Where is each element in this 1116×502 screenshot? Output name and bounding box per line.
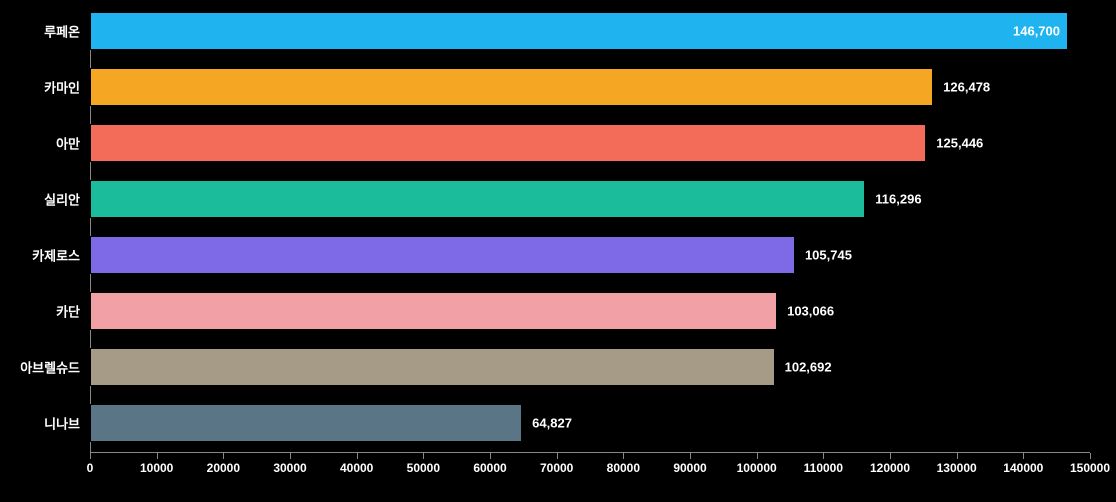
bar-value: 126,478 <box>943 80 990 95</box>
x-tick <box>1023 453 1024 459</box>
bar-row: 실리안116,296 <box>90 180 1090 218</box>
bar-value: 64,827 <box>532 416 572 431</box>
bar-row: 니나브64,827 <box>90 404 1090 442</box>
x-tick <box>1090 453 1091 459</box>
bar-value: 102,692 <box>785 360 832 375</box>
bar <box>90 348 775 386</box>
x-tick <box>423 453 424 459</box>
bar-chart: 루페온146,700카마인126,478아만125,446실리안116,296카… <box>0 0 1116 502</box>
category-label: 아브렐슈드 <box>20 358 80 377</box>
x-tick-label: 120000 <box>870 461 910 475</box>
category-label: 루페온 <box>44 22 80 41</box>
x-axis: 0100002000030000400005000060000700008000… <box>90 452 1090 453</box>
category-label: 아만 <box>56 134 80 153</box>
category-label: 실리안 <box>44 190 80 209</box>
bar-value: 125,446 <box>936 136 983 151</box>
x-tick-label: 90000 <box>673 461 706 475</box>
bar-value: 103,066 <box>787 304 834 319</box>
x-tick <box>890 453 891 459</box>
x-tick-label: 30000 <box>273 461 306 475</box>
x-tick-label: 110000 <box>804 461 843 475</box>
bar <box>90 124 926 162</box>
x-tick-label: 70000 <box>540 461 573 475</box>
x-tick-label: 10000 <box>140 461 173 475</box>
bar-value: 146,700 <box>1013 24 1060 39</box>
bar-row: 카단103,066 <box>90 292 1090 330</box>
bar-row: 아만125,446 <box>90 124 1090 162</box>
x-tick <box>490 453 491 459</box>
x-tick-label: 100000 <box>737 461 777 475</box>
bar <box>90 180 865 218</box>
x-tick <box>623 453 624 459</box>
x-tick-label: 150000 <box>1070 461 1110 475</box>
x-tick-label: 140000 <box>1003 461 1043 475</box>
category-label: 카마인 <box>44 78 80 97</box>
x-tick <box>957 453 958 459</box>
plot-area: 루페온146,700 카마인126,478 아만125,446 실리안116,296 카… <box>90 12 1090 460</box>
bar-value: 105,745 <box>805 248 852 263</box>
bar <box>90 236 795 274</box>
x-tick <box>823 453 824 459</box>
x-tick <box>157 453 158 459</box>
bar-row: 아브렐슈드102,692 <box>90 348 1090 386</box>
bar <box>90 68 933 106</box>
x-tick-label: 60000 <box>473 461 506 475</box>
bar <box>90 12 1068 50</box>
x-tick-label: 80000 <box>607 461 640 475</box>
bar-row: 카마인126,478 <box>90 68 1090 106</box>
x-tick <box>290 453 291 459</box>
category-label: 니나브 <box>44 414 80 433</box>
x-tick-label: 130000 <box>937 461 977 475</box>
bar-row: 루페온146,700 <box>90 12 1090 50</box>
bar <box>90 292 777 330</box>
bar-value: 116,296 <box>875 192 921 207</box>
x-tick <box>690 453 691 459</box>
x-tick-label: 20000 <box>207 461 240 475</box>
x-tick <box>557 453 558 459</box>
category-label: 카단 <box>56 302 80 321</box>
x-tick <box>223 453 224 459</box>
x-tick-label: 50000 <box>407 461 440 475</box>
bar <box>90 404 522 442</box>
x-tick <box>357 453 358 459</box>
x-tick-label: 40000 <box>340 461 373 475</box>
category-label: 카제로스 <box>32 246 80 265</box>
x-tick <box>90 453 91 459</box>
x-tick <box>757 453 758 459</box>
x-tick-label: 0 <box>87 461 94 475</box>
bar-row: 카제로스105,745 <box>90 236 1090 274</box>
